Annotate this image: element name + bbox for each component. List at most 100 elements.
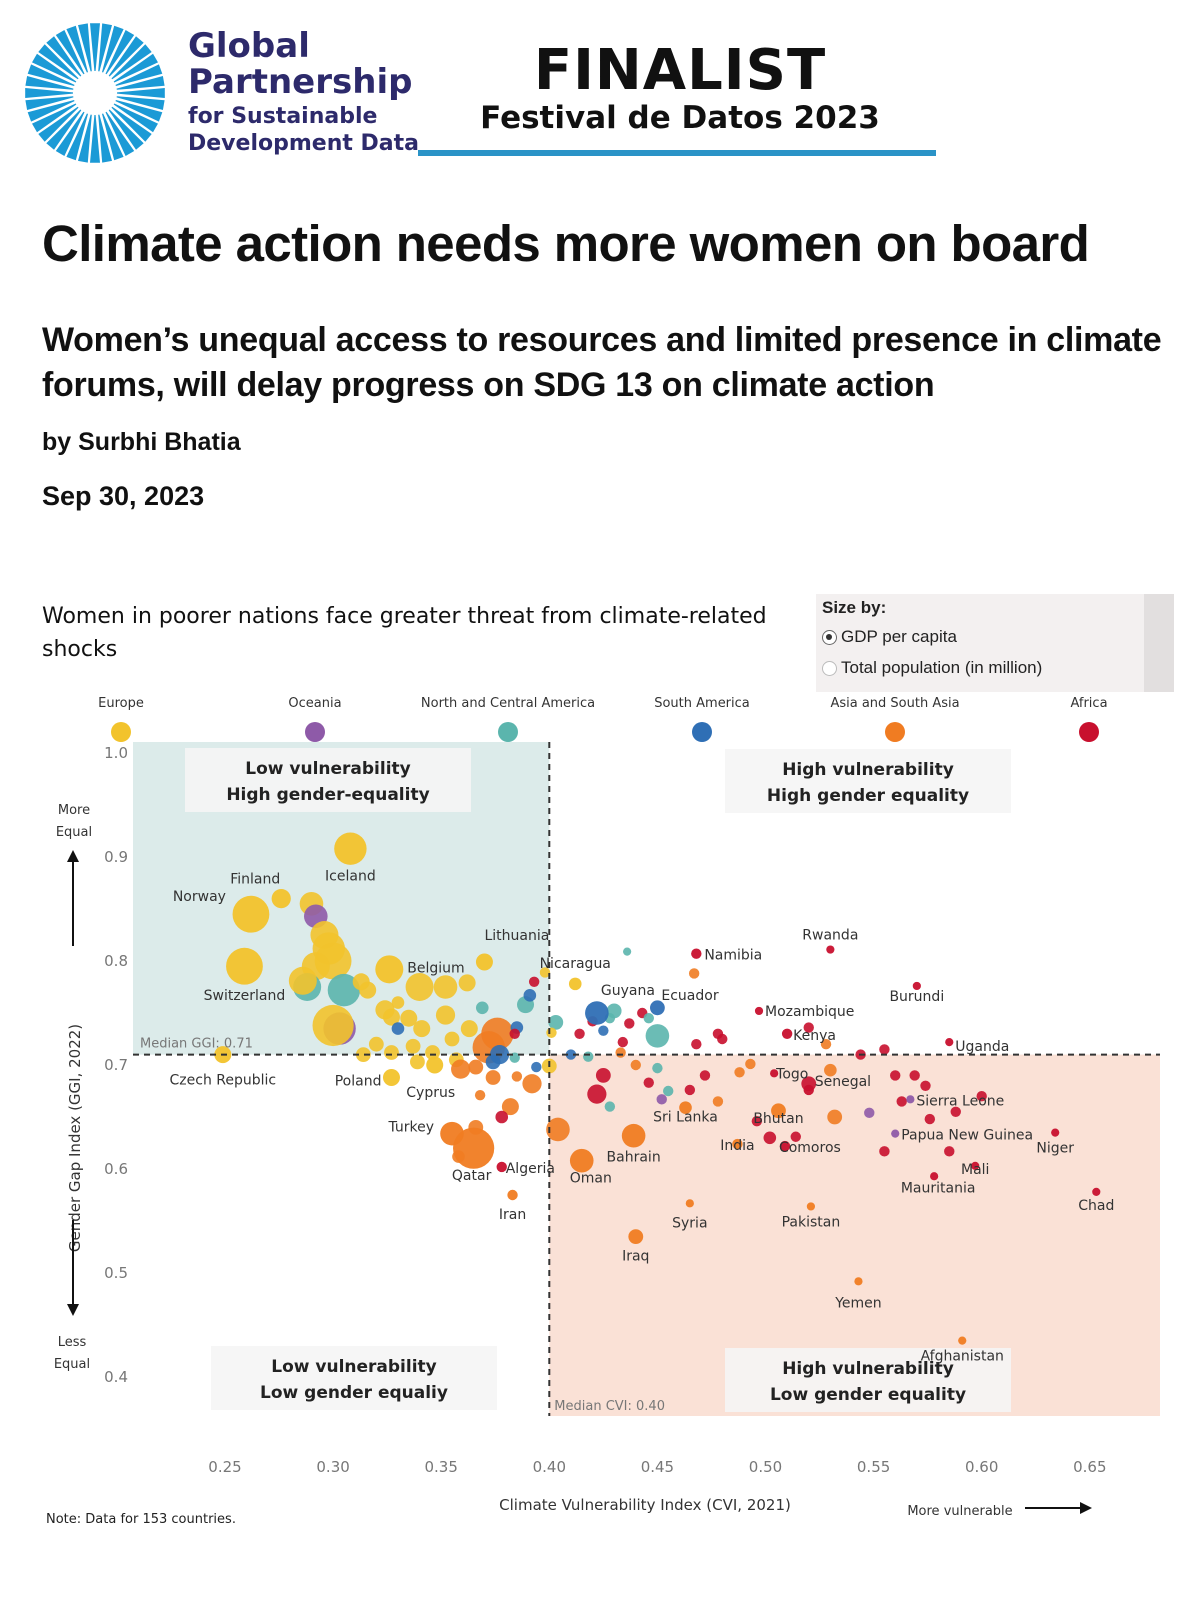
logo-ray xyxy=(102,113,124,161)
org-name-line-1: Global xyxy=(188,26,310,66)
x-tick-label: 0.35 xyxy=(424,1458,457,1476)
data-point xyxy=(458,974,476,992)
data-point xyxy=(643,1013,654,1024)
point-label: Bahrain xyxy=(607,1150,661,1166)
data-point-algeria xyxy=(496,1161,507,1173)
data-point-belgium xyxy=(375,955,404,984)
point-label: Ecuador xyxy=(661,988,718,1004)
logo-ray xyxy=(55,30,85,75)
data-point xyxy=(509,1028,520,1039)
logo-ray xyxy=(38,44,79,80)
quadrant-label-bottom-right: Low gender equality xyxy=(770,1385,966,1405)
x-tick-label: 0.50 xyxy=(749,1458,782,1476)
point-label: Guyana xyxy=(601,983,655,999)
logo-ray xyxy=(111,106,152,142)
logo-ray xyxy=(55,111,85,156)
x-tick-label: 0.25 xyxy=(208,1458,241,1476)
x-tick-label: 0.65 xyxy=(1073,1458,1106,1476)
data-point xyxy=(391,1022,405,1035)
quadrant-label-bottom-left: Low vulnerability xyxy=(271,1357,437,1377)
logo-ray xyxy=(115,64,163,86)
data-point-mauritania xyxy=(930,1172,939,1181)
data-point-norway xyxy=(232,895,270,933)
radio-gdp-per-capita[interactable]: GDP per capita xyxy=(822,627,957,647)
data-point xyxy=(763,1131,777,1145)
data-point xyxy=(790,1131,801,1142)
logo-ray xyxy=(116,96,165,110)
data-point-yemen xyxy=(854,1277,863,1286)
point-label: Switzerland xyxy=(204,988,286,1004)
article-headline: Climate action needs more women on board xyxy=(42,215,1090,272)
data-point-oman xyxy=(569,1148,594,1173)
data-point xyxy=(546,1027,557,1038)
quadrant-label-box xyxy=(185,748,471,812)
data-point xyxy=(751,1115,763,1127)
radio-unselected-icon[interactable] xyxy=(822,661,837,676)
legend-swatch xyxy=(111,722,131,742)
logo-ray xyxy=(27,100,75,122)
data-point-chad xyxy=(1092,1187,1101,1196)
point-label: Algeria xyxy=(506,1161,555,1177)
data-point-ecuador xyxy=(650,1000,665,1016)
data-point xyxy=(944,1146,955,1157)
legend-label: South America xyxy=(654,696,750,711)
logo-ray xyxy=(113,103,158,133)
legend-label: Oceania xyxy=(288,696,341,711)
radio-total-population[interactable]: Total population (in million) xyxy=(822,658,1042,678)
x-tick-label: 0.45 xyxy=(641,1458,674,1476)
data-point-pakistan xyxy=(806,1202,816,1211)
data-point xyxy=(288,966,317,995)
quadrant-label-box xyxy=(211,1346,497,1410)
data-point xyxy=(583,1051,594,1062)
point-label: Cyprus xyxy=(406,1085,455,1101)
data-point xyxy=(890,1070,901,1081)
legend-label: Europe xyxy=(98,696,144,711)
logo-ray xyxy=(108,109,144,150)
data-point xyxy=(405,1038,421,1054)
point-label: Comoros xyxy=(779,1140,841,1156)
data-point xyxy=(615,1047,626,1058)
point-label: Czech Republic xyxy=(170,1073,277,1089)
legend-label: Africa xyxy=(1070,696,1107,711)
quadrant-label-top-right: High vulnerability xyxy=(782,760,954,780)
radio-selected-icon[interactable] xyxy=(822,630,837,645)
data-point xyxy=(663,1085,674,1097)
data-point xyxy=(468,1059,484,1075)
data-point xyxy=(384,1045,399,1060)
point-label: Sierra Leone xyxy=(916,1093,1004,1109)
logo-ray xyxy=(66,25,88,73)
data-point xyxy=(391,996,405,1009)
logo-ray xyxy=(25,96,74,110)
scatter-plot: Low vulnerability High gender-equality Hig… xyxy=(54,696,1160,1519)
data-point xyxy=(699,1070,711,1081)
data-point xyxy=(574,1028,585,1039)
data-point xyxy=(645,1024,670,1048)
data-point xyxy=(688,968,700,979)
point-label: Bhutan xyxy=(753,1111,803,1127)
median-ggi-label: Median GGI: 0.71 xyxy=(140,1037,253,1052)
data-point xyxy=(595,1068,611,1083)
data-point-togo xyxy=(770,1069,779,1078)
x-tick-label: 0.60 xyxy=(965,1458,998,1476)
data-point-rwanda xyxy=(826,945,835,954)
point-label: Iran xyxy=(499,1207,526,1223)
quadrant-label-top-left: Low vulnerability xyxy=(245,759,411,779)
data-point xyxy=(879,1044,890,1055)
radio-gdp-label: GDP per capita xyxy=(841,627,957,646)
data-point-switzerland xyxy=(226,947,263,985)
data-point xyxy=(546,1117,570,1142)
data-point xyxy=(523,989,537,1002)
chart-note: Note: Data for 153 countries. xyxy=(46,1512,236,1527)
data-point-sierra-leone xyxy=(906,1095,915,1104)
org-name-line-3: for Sustainable xyxy=(188,104,378,129)
point-label: Poland xyxy=(335,1073,382,1089)
y-less-equal-label: Equal xyxy=(54,1357,90,1372)
data-point xyxy=(604,1101,616,1112)
control-scrollbar[interactable] xyxy=(1144,594,1174,692)
legend-swatch xyxy=(1079,722,1099,742)
data-point-india xyxy=(732,1138,743,1150)
data-point xyxy=(474,1089,486,1101)
data-point xyxy=(528,976,540,987)
data-point-senegal xyxy=(803,1084,814,1096)
data-point xyxy=(495,1110,509,1124)
